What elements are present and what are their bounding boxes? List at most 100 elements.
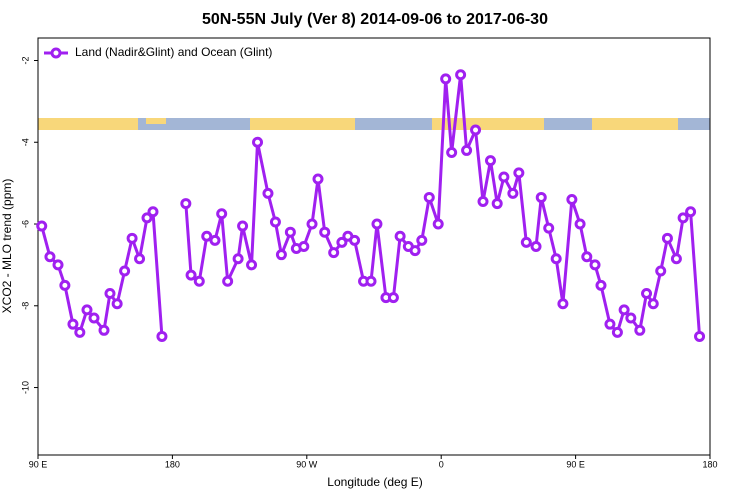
- data-point: [312, 173, 324, 185]
- data-point: [416, 234, 428, 246]
- data-point: [618, 304, 630, 316]
- data-point: [185, 269, 197, 281]
- data-point: [634, 324, 646, 336]
- data-point: [74, 326, 86, 338]
- data-point: [535, 191, 547, 203]
- data-point: [507, 187, 519, 199]
- data-point: [409, 245, 421, 257]
- x-tick-label: 0: [439, 459, 444, 469]
- data-point: [141, 212, 153, 224]
- legend: Land (Nadir&Glint) and Ocean (Glint): [44, 45, 272, 59]
- data-point: [595, 279, 607, 291]
- data-point: [126, 232, 138, 244]
- data-point: [670, 253, 682, 265]
- data-point: [88, 312, 100, 324]
- data-point: [193, 275, 205, 287]
- data-point: [550, 253, 562, 265]
- data-point: [685, 206, 697, 218]
- land-ocean-strip: [38, 118, 710, 130]
- series-line: [40, 73, 702, 337]
- data-point: [156, 330, 168, 342]
- x-axis-label: Longitude (deg E): [327, 475, 422, 489]
- data-point: [52, 259, 64, 271]
- data-point: [604, 318, 616, 330]
- data-point: [81, 304, 93, 316]
- data-point: [104, 288, 116, 300]
- data-point: [201, 230, 213, 242]
- data-point: [328, 247, 340, 259]
- data-point: [661, 232, 673, 244]
- data-point: [98, 324, 110, 336]
- data-point: [440, 73, 452, 85]
- data-point: [461, 144, 473, 156]
- data-point: [336, 236, 348, 248]
- y-tick-label: -10: [20, 381, 30, 394]
- data-point: [44, 251, 56, 263]
- data-point: [611, 326, 623, 338]
- data-point: [543, 222, 555, 234]
- data-point: [284, 226, 296, 238]
- data-point: [566, 193, 578, 205]
- data-point: [641, 288, 653, 300]
- data-point: [677, 212, 689, 224]
- y-axis-label: XCO2 - MLO trend (ppm): [0, 179, 14, 314]
- data-point: [625, 312, 637, 324]
- data-point: [455, 69, 467, 81]
- y-tick-label: -4: [20, 138, 30, 146]
- data-point: [530, 241, 542, 252]
- chart-title: 50N-55N July (Ver 8) 2014-09-06 to 2017-…: [202, 11, 548, 28]
- data-point: [298, 241, 310, 252]
- x-tick-label: 90 E: [566, 459, 585, 469]
- data-point: [557, 298, 569, 310]
- data-point: [423, 191, 435, 203]
- data-point: [477, 196, 489, 208]
- data-point: [275, 249, 287, 261]
- x-tick-label: 180: [702, 459, 717, 469]
- data-point: [387, 292, 399, 304]
- data-point: [216, 208, 228, 220]
- data-point: [237, 220, 249, 232]
- y-tick-label: -8: [20, 302, 30, 310]
- data-point: [222, 275, 234, 287]
- data-point: [371, 218, 383, 230]
- data-point: [520, 236, 532, 248]
- data-point: [470, 124, 482, 136]
- data-point: [446, 146, 458, 158]
- legend-marker: [50, 47, 62, 59]
- data-point: [319, 226, 331, 238]
- data-point: [111, 298, 123, 310]
- data-point: [306, 218, 318, 230]
- data-point: [581, 251, 593, 263]
- data-point: [432, 218, 444, 230]
- data-point: [394, 230, 406, 242]
- data-point: [59, 279, 71, 291]
- data-point: [647, 298, 659, 310]
- data-point: [498, 171, 510, 183]
- data-point: [655, 265, 667, 277]
- data-point: [365, 275, 377, 287]
- data-point: [119, 265, 131, 277]
- data-point: [694, 330, 706, 342]
- x-tick-label: 90 E: [29, 459, 48, 469]
- data-point: [252, 136, 264, 148]
- y-tick-label: -2: [20, 56, 30, 64]
- data-point: [232, 253, 244, 265]
- data-point: [134, 253, 146, 265]
- data-point: [349, 234, 361, 246]
- x-tick-label: 90 W: [296, 459, 318, 469]
- data-point: [246, 259, 258, 271]
- plot-frame: [37, 37, 711, 456]
- data-point: [269, 216, 281, 228]
- x-tick-label: 180: [165, 459, 180, 469]
- data-point: [36, 220, 48, 232]
- data-point: [209, 234, 221, 246]
- data-point: [484, 155, 496, 167]
- data-point: [589, 259, 601, 271]
- data-point: [513, 167, 525, 179]
- data-point: [67, 318, 79, 330]
- legend-label: Land (Nadir&Glint) and Ocean (Glint): [75, 45, 272, 59]
- data-point: [491, 198, 503, 210]
- data-point: [180, 198, 192, 210]
- data-point: [147, 206, 159, 218]
